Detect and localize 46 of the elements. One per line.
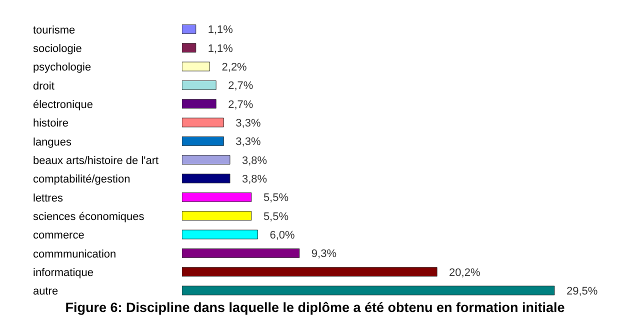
y-tick-label: sciences économiques xyxy=(33,211,145,223)
y-tick-label: lettres xyxy=(33,192,64,204)
bar xyxy=(182,155,230,165)
y-tick-label: commerce xyxy=(33,230,84,242)
bar xyxy=(182,286,555,296)
y-tick-label: comptabilité/gestion xyxy=(33,174,130,186)
data-label: 2,7% xyxy=(228,80,254,92)
data-label: 3,3% xyxy=(236,118,261,130)
bar xyxy=(182,24,196,34)
data-label: 2,2% xyxy=(222,62,248,74)
data-label: 29,5% xyxy=(566,286,598,298)
bar xyxy=(182,62,210,72)
data-label: 9,3% xyxy=(311,248,337,260)
bar xyxy=(182,136,224,146)
data-label: 3,8% xyxy=(242,174,268,186)
y-tick-label: informatique xyxy=(33,267,94,279)
data-label: 5,5% xyxy=(263,210,289,223)
bar xyxy=(182,211,252,221)
y-tick-label: autre xyxy=(33,286,58,298)
y-tick-label: psychologie xyxy=(33,62,92,74)
data-label: 20,2% xyxy=(449,266,480,279)
bar xyxy=(182,118,224,128)
bar xyxy=(182,80,216,90)
bar xyxy=(182,174,230,184)
data-label: 5,5% xyxy=(263,192,289,204)
bar xyxy=(182,267,438,277)
data-label: 1,1% xyxy=(208,24,234,36)
bar xyxy=(182,230,258,240)
bar xyxy=(182,192,252,202)
bar xyxy=(182,99,216,109)
y-tick-label: langues xyxy=(33,136,72,148)
y-tick-label: sociologie xyxy=(33,43,82,55)
y-tick-label: commmunication xyxy=(33,248,116,260)
bar xyxy=(182,43,196,53)
data-label: 2,7% xyxy=(228,98,254,111)
y-tick-label: électronique xyxy=(33,99,93,111)
data-label: 3,8% xyxy=(242,154,268,167)
y-tick-label: beaux arts/histoire de l'art xyxy=(33,155,159,167)
data-label: 6,0% xyxy=(270,230,296,242)
y-tick-label: tourisme xyxy=(33,24,76,36)
y-tick-label: droit xyxy=(33,80,54,92)
y-tick-label: histoire xyxy=(33,118,68,130)
data-label: 3,3% xyxy=(236,136,261,148)
data-label: 1,1% xyxy=(208,42,234,55)
bar xyxy=(182,248,300,258)
text: Figure 6: Discipline dans laquelle le diplôme a été obtenu en formation initiale xyxy=(64,300,566,315)
